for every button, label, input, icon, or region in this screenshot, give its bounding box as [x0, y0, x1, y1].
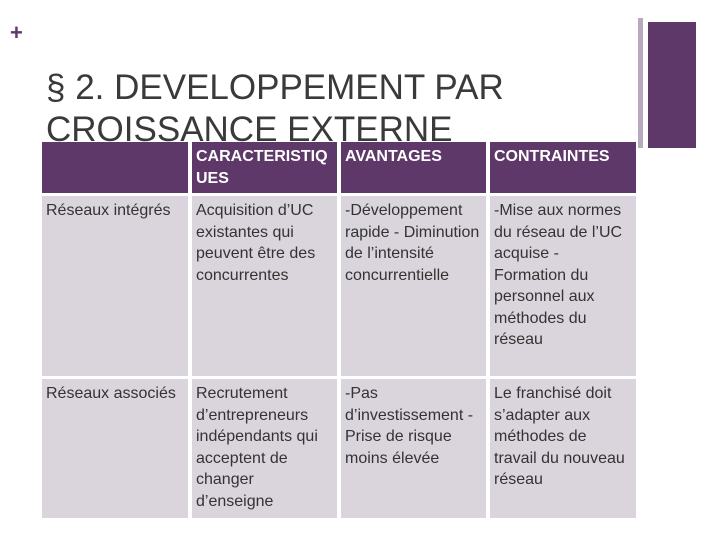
comparison-table: CARACTERISTIQUES AVANTAGES CONTRAINTES R…	[38, 142, 640, 518]
slide-title-line-1: § 2. DEVELOPPEMENT PAR	[46, 68, 504, 108]
header-empty	[42, 142, 188, 196]
table-row: Réseaux intégrés Acquisition d’UC exista…	[42, 196, 636, 379]
row-label: Réseaux intégrés	[42, 196, 188, 379]
cell-contraintes: -Mise aux normes du réseau de l’UC acqui…	[490, 196, 636, 379]
header-caracteristiques: CARACTERISTIQUES	[192, 142, 337, 196]
cell-avantages: -Pas d’investissement - Prise de risque …	[341, 379, 486, 518]
slide-title: § 2. DEVELOPPEMENT PAR CROISSANCE EXTERN…	[46, 67, 626, 151]
row-label: Réseaux associés	[42, 379, 188, 518]
header-avantages: AVANTAGES	[341, 142, 486, 196]
decorative-thin-bar	[638, 18, 643, 148]
cell-caracteristiques: Acquisition d’UC existantes qui peuvent …	[192, 196, 337, 379]
decorative-thick-bar	[648, 22, 696, 148]
table-row: Réseaux associés Recrutement d’entrepren…	[42, 379, 636, 518]
header-contraintes: CONTRAINTES	[490, 142, 636, 196]
cell-contraintes: Le franchisé doit s’adapter aux méthodes…	[490, 379, 636, 518]
table-header-row: CARACTERISTIQUES AVANTAGES CONTRAINTES	[42, 142, 636, 196]
plus-icon: +	[10, 20, 23, 45]
cell-avantages: -Développement rapide - Diminution de l’…	[341, 196, 486, 379]
cell-caracteristiques: Recrutement d’entrepreneurs indépendants…	[192, 379, 337, 518]
